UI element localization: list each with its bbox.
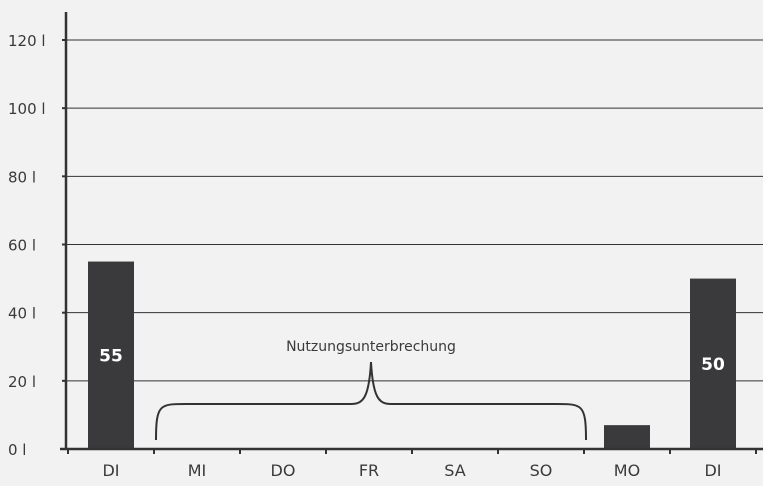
annotation-label: Nutzungsunterbrechung xyxy=(286,339,456,355)
data-label-di-7: 50 xyxy=(701,355,725,375)
x-tick-label-fr-3: FR xyxy=(359,461,379,480)
gridlines xyxy=(62,39,763,450)
x-tick-labels: DI MI DO FR SA SO MO DI xyxy=(102,461,721,480)
bar-mo-6 xyxy=(604,425,650,449)
axes xyxy=(60,12,763,454)
x-tick-label-do-2: DO xyxy=(271,461,296,480)
x-tick-label-di-0: DI xyxy=(102,461,119,480)
y-tick-label-120: 120 l xyxy=(8,32,46,50)
y-tick-labels: 0 l 20 l 40 l 60 l 80 l 100 l 120 l xyxy=(8,32,46,459)
annotation-brace xyxy=(155,361,587,441)
x-tick-label-mo-6: MO xyxy=(614,461,640,480)
data-label-di-0: 55 xyxy=(99,346,123,366)
annotation-group: Nutzungsunterbrechung xyxy=(155,339,587,441)
x-tick-label-sa-4: SA xyxy=(444,461,465,480)
bars: 55 50 xyxy=(88,261,736,449)
y-tick-label-60: 60 l xyxy=(8,237,36,255)
x-tick-label-di-7: DI xyxy=(704,461,721,480)
y-tick-label-40: 40 l xyxy=(8,305,36,323)
y-tick-label-20: 20 l xyxy=(8,373,36,391)
y-tick-label-0: 0 l xyxy=(8,441,26,459)
y-tick-label-100: 100 l xyxy=(8,100,46,118)
bar-di-7 xyxy=(690,278,736,449)
x-tick-label-mi-1: MI xyxy=(188,461,207,480)
x-tick-label-so-5: SO xyxy=(530,461,553,480)
y-tick-label-80: 80 l xyxy=(8,168,36,186)
bar-di-0 xyxy=(88,261,134,449)
